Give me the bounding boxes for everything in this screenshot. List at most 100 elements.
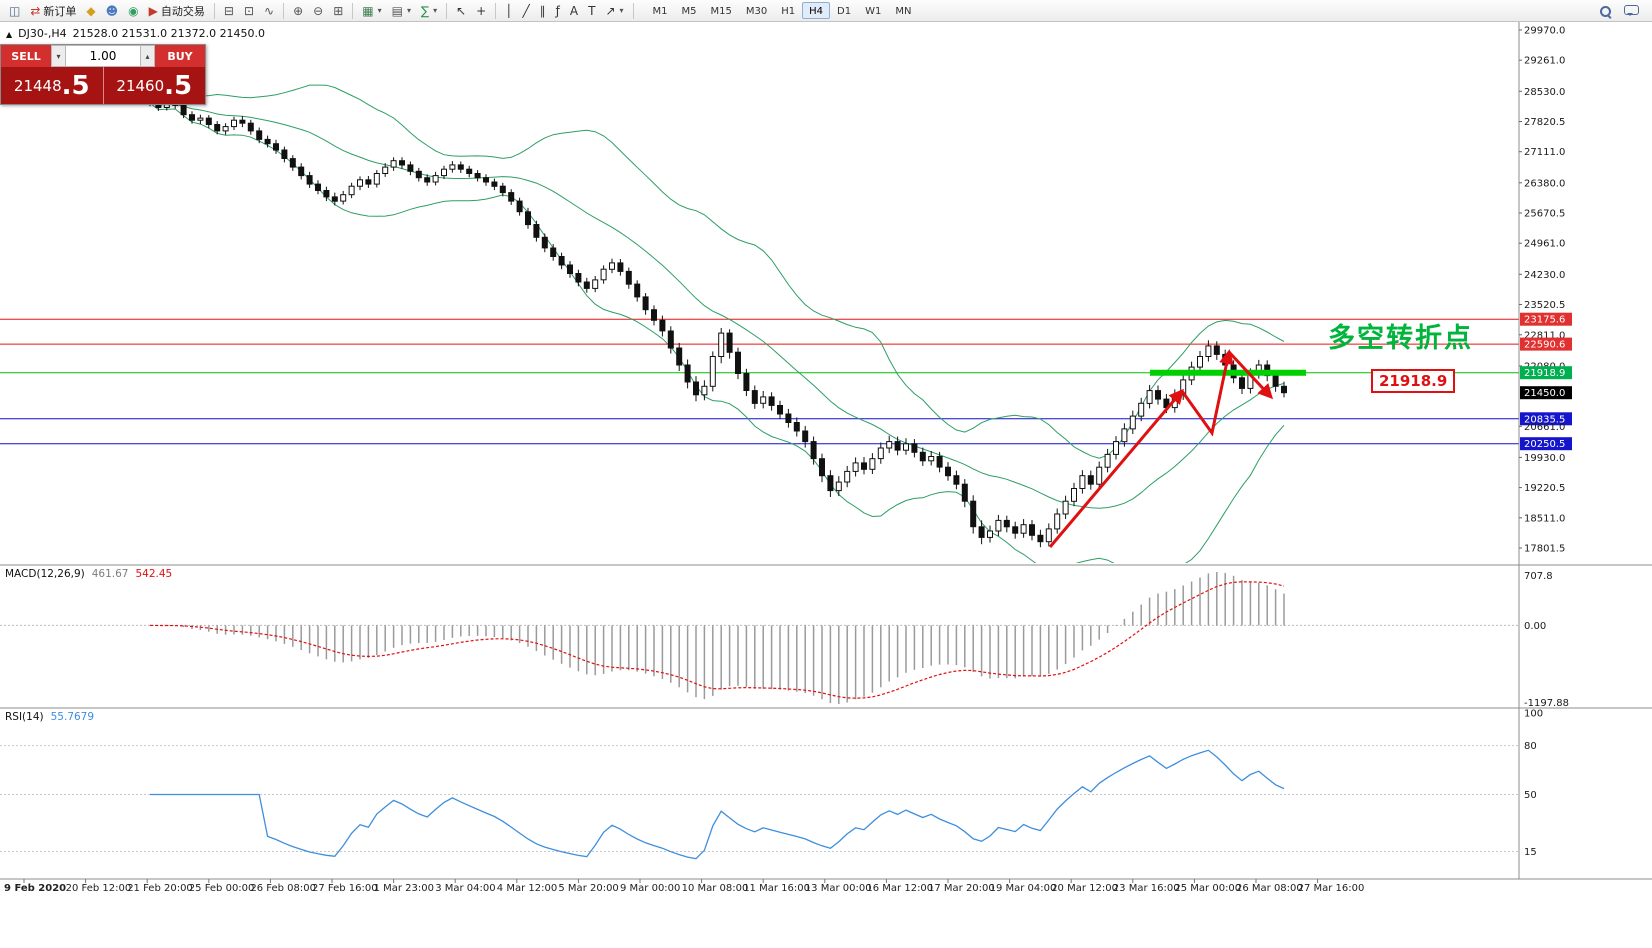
timeframe-d1-button[interactable]: D1 (837, 6, 852, 17)
svg-text:13 Mar 00:00: 13 Mar 00:00 (805, 883, 872, 894)
crosshair-icon: + (476, 3, 487, 18)
svg-text:26380.0: 26380.0 (1524, 178, 1565, 189)
svg-text:9 Mar 00:00: 9 Mar 00:00 (620, 883, 680, 894)
macd-main-value: 461.67 (91, 568, 129, 580)
sell-button[interactable]: SELL (1, 45, 51, 67)
vertical-line-button[interactable]: │ (500, 2, 517, 20)
price-axis[interactable] (1519, 22, 1652, 879)
svg-text:28530.0: 28530.0 (1524, 87, 1565, 98)
timeframe-h4-button[interactable]: H4 (802, 2, 831, 19)
sell-price-main: 21448 (13, 76, 62, 95)
new-order-button[interactable]: ⇄ 新订单 (25, 2, 81, 20)
sell-price[interactable]: 21448 .5 (1, 67, 104, 104)
chat-button[interactable] (1622, 2, 1640, 20)
auto-trading-label: 自动交易 (160, 4, 205, 18)
macd-label: MACD(12,26,9) 461.67 542.45 (5, 568, 179, 580)
timeframe-m1-button[interactable]: M1 (652, 6, 668, 17)
timeframe-m5-button[interactable]: M5 (681, 6, 697, 17)
svg-text:11 Mar 16:00: 11 Mar 16:00 (743, 883, 810, 894)
zoom-in-icon: ⊕ (293, 3, 304, 18)
zoom-in-button[interactable]: ⊕ (288, 2, 308, 20)
fibonacci-icon: ƒ (555, 3, 560, 18)
line-chart-button[interactable]: ∿ (259, 2, 279, 20)
svg-text:3 Mar 04:00: 3 Mar 04:00 (435, 883, 495, 894)
chat-icon (1623, 4, 1639, 17)
text-label-icon: T (588, 3, 596, 18)
new-order-icon: ⇄ (30, 3, 41, 18)
one-click-trading-panel: SELL BUY 21448 .5 21460 .5 (0, 44, 206, 105)
indicators-button[interactable]: ∑ ▾ (416, 2, 442, 20)
buy-price[interactable]: 21460 .5 (103, 67, 205, 104)
svg-text:5 Mar 20:00: 5 Mar 20:00 (558, 883, 618, 894)
zoom-out-button[interactable]: ⊖ (308, 2, 328, 20)
auto-trading-icon: ▶ (148, 3, 158, 18)
crosshair-button[interactable]: + (471, 2, 491, 20)
svg-text:16 Mar 12:00: 16 Mar 12:00 (866, 883, 933, 894)
accounts-button[interactable]: ☻ (101, 2, 124, 20)
volume-down-button[interactable] (51, 45, 66, 67)
profiles-button[interactable]: ▤ ▾ (387, 2, 416, 20)
svg-text:26 Mar 08:00: 26 Mar 08:00 (1236, 883, 1303, 894)
history-center-icon: ◆ (86, 3, 96, 18)
bar-chart-button[interactable]: ⊟ (219, 2, 239, 20)
new-chart-button[interactable]: ▦ ▾ (357, 2, 386, 20)
svg-text:19 Mar 04:00: 19 Mar 04:00 (990, 883, 1057, 894)
caret-up-icon (145, 52, 149, 61)
svg-text:29261.0: 29261.0 (1524, 56, 1565, 67)
timeframe-m15-button[interactable]: M15 (710, 6, 732, 17)
svg-text:18511.0: 18511.0 (1524, 513, 1565, 524)
candlestick-chart-button[interactable]: ⊡ (239, 2, 259, 20)
rsi-value: 55.7679 (50, 711, 95, 723)
svg-text:25 Mar 00:00: 25 Mar 00:00 (1174, 883, 1241, 894)
svg-text:26 Feb 08:00: 26 Feb 08:00 (250, 883, 316, 894)
svg-text:24230.0: 24230.0 (1524, 270, 1565, 281)
rsi-label: RSI(14) 55.7679 (5, 711, 101, 723)
svg-text:17801.5: 17801.5 (1524, 544, 1565, 555)
auto-trading-button[interactable]: ▶ 自动交易 (144, 2, 210, 20)
symbol-triangle-icon (6, 27, 12, 40)
cursor-button[interactable]: ↖ (451, 2, 471, 20)
timeframe-m30-button[interactable]: M30 (745, 6, 768, 17)
fibonacci-button[interactable]: ƒ (551, 2, 565, 20)
chart-window-button[interactable]: ◫ (4, 2, 25, 20)
arrows-button[interactable]: ↗ ▾ (600, 2, 628, 20)
text-button[interactable]: A (565, 2, 583, 20)
volume-input[interactable] (66, 45, 140, 67)
svg-text:1 Mar 23:00: 1 Mar 23:00 (374, 883, 434, 894)
vertical-line-icon: │ (505, 3, 513, 18)
svg-text:0.00: 0.00 (1524, 621, 1546, 632)
cursor-icon: ↖ (456, 3, 467, 18)
text-label-button[interactable]: T (583, 2, 600, 20)
svg-text:50: 50 (1524, 790, 1537, 801)
history-center-button[interactable]: ◆ (81, 2, 100, 20)
equidistant-channel-icon: ∥ (539, 3, 546, 18)
tile-windows-icon: ⊞ (333, 3, 344, 18)
svg-text:20661.0: 20661.0 (1524, 422, 1565, 433)
dropdown-caret-icon: ▾ (619, 6, 624, 15)
toolbar-separator (446, 2, 448, 19)
timeframe-bar: M1 M5 M15 M30 H1 H4 D1 W1 MN (646, 2, 919, 19)
market-watch-icon: ◉ (128, 3, 139, 18)
timeframe-mn-button[interactable]: MN (895, 6, 912, 17)
svg-text:-1197.88: -1197.88 (1524, 698, 1569, 709)
trendline-button[interactable]: ╱ (517, 2, 534, 20)
svg-text:25 Feb 00:00: 25 Feb 00:00 (189, 883, 255, 894)
timeframe-h1-button[interactable]: H1 (781, 6, 796, 17)
buy-price-big-digit: .5 (164, 70, 193, 101)
search-button[interactable] (1596, 2, 1614, 20)
volume-up-button[interactable] (140, 45, 155, 67)
svg-text:24961.0: 24961.0 (1524, 239, 1565, 250)
svg-text:20250.5: 20250.5 (1524, 439, 1565, 450)
time-axis[interactable] (0, 880, 1519, 898)
tile-windows-button[interactable]: ⊞ (328, 2, 348, 20)
svg-text:29970.0: 29970.0 (1524, 26, 1565, 37)
text-icon: A (569, 3, 579, 18)
buy-button[interactable]: BUY (155, 45, 205, 67)
macd-name: MACD(12,26,9) (5, 568, 85, 580)
svg-text:10 Mar 08:00: 10 Mar 08:00 (682, 883, 749, 894)
timeframe-w1-button[interactable]: W1 (865, 6, 882, 17)
svg-text:21 Feb 20:00: 21 Feb 20:00 (127, 883, 193, 894)
market-watch-button[interactable]: ◉ (123, 2, 143, 20)
equidistant-channel-button[interactable]: ∥ (535, 2, 551, 20)
